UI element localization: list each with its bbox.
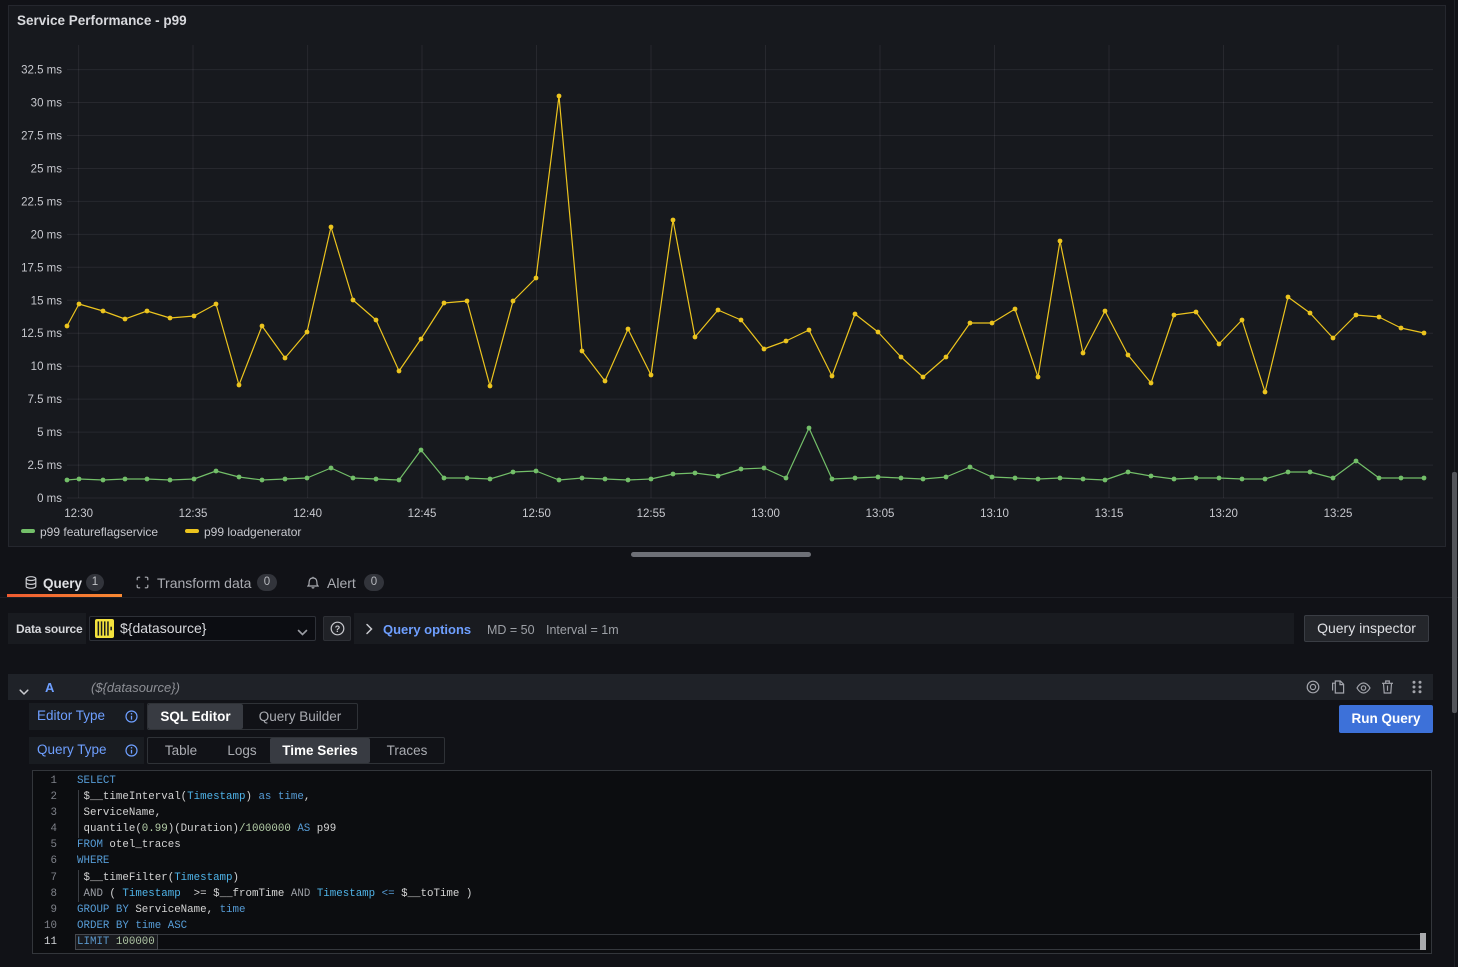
svg-text:2.5 ms: 2.5 ms — [27, 460, 62, 472]
svg-text:15 ms: 15 ms — [31, 295, 63, 307]
svg-text:7.5 ms: 7.5 ms — [27, 394, 62, 406]
svg-text:13:10: 13:10 — [980, 508, 1009, 520]
svg-text:0 ms: 0 ms — [37, 493, 62, 505]
svg-text:17.5 ms: 17.5 ms — [21, 262, 62, 274]
svg-text:10 ms: 10 ms — [31, 361, 63, 373]
svg-text:20 ms: 20 ms — [31, 229, 63, 241]
svg-text:30 ms: 30 ms — [31, 98, 63, 110]
svg-text:13:15: 13:15 — [1095, 508, 1124, 520]
svg-text:12:50: 12:50 — [522, 508, 551, 520]
svg-text:27.5 ms: 27.5 ms — [21, 131, 62, 143]
svg-text:13:05: 13:05 — [866, 508, 895, 520]
svg-text:13:20: 13:20 — [1209, 508, 1238, 520]
svg-text:13:25: 13:25 — [1324, 508, 1353, 520]
svg-text:13:00: 13:00 — [751, 508, 780, 520]
svg-text:12:55: 12:55 — [637, 508, 666, 520]
svg-text:12:35: 12:35 — [179, 508, 208, 520]
svg-text:?: ? — [335, 624, 341, 634]
svg-text:22.5 ms: 22.5 ms — [21, 196, 62, 208]
svg-text:5 ms: 5 ms — [37, 427, 62, 439]
svg-text:12:30: 12:30 — [64, 508, 93, 520]
svg-text:12:45: 12:45 — [408, 508, 437, 520]
svg-text:25 ms: 25 ms — [31, 164, 63, 176]
svg-text:32.5 ms: 32.5 ms — [21, 65, 62, 77]
svg-text:12.5 ms: 12.5 ms — [21, 328, 62, 340]
svg-text:12:40: 12:40 — [293, 508, 322, 520]
